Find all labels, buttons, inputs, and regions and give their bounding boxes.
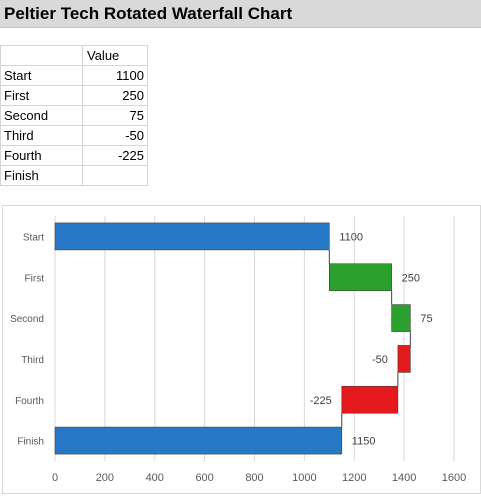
waterfall-bar xyxy=(54,426,343,455)
table-row: Start 1100 xyxy=(0,65,148,86)
y-category-label: Second xyxy=(10,314,44,325)
y-category-label: Finish xyxy=(17,437,44,448)
table-row-value[interactable]: 250 xyxy=(82,85,148,106)
waterfall-bar xyxy=(397,345,411,373)
table-header-value[interactable]: Value xyxy=(82,45,148,66)
table-row-value[interactable]: 1100 xyxy=(82,65,148,86)
table-header-row: Value xyxy=(0,45,148,66)
waterfall-bar xyxy=(341,385,399,414)
waterfall-bar xyxy=(329,263,392,292)
table-row: First 250 xyxy=(0,85,148,106)
data-label: 1100 xyxy=(339,231,363,243)
x-tick-label: 1400 xyxy=(392,472,416,484)
x-tick-label: 600 xyxy=(195,472,213,484)
y-category-label: First xyxy=(25,273,45,284)
x-tick-label: 200 xyxy=(96,472,114,484)
table-row-label[interactable]: Start xyxy=(0,65,83,86)
table-row-value[interactable] xyxy=(82,165,148,186)
table-row: Fourth -225 xyxy=(0,145,148,166)
chart-svg: 0 200 400 600 800 1000 1200 1400 1600 Start First S… xyxy=(10,216,466,484)
table-row: Finish xyxy=(0,165,148,186)
data-label: -50 xyxy=(372,354,388,366)
table-row-label[interactable]: Second xyxy=(0,105,83,126)
data-label: 1150 xyxy=(352,436,376,448)
table-row-label[interactable]: Fourth xyxy=(0,145,83,166)
data-label: 75 xyxy=(420,313,432,325)
x-tick-label: 1000 xyxy=(292,472,316,484)
table-row-label[interactable]: First xyxy=(0,85,83,106)
data-table: Value Start 1100 First 250 Second 75 Thi… xyxy=(0,45,148,186)
data-label: 250 xyxy=(402,272,420,284)
sheet-title: Peltier Tech Rotated Waterfall Chart xyxy=(4,4,293,23)
y-category-label: Start xyxy=(23,232,44,243)
waterfall-chart[interactable]: 0 200 400 600 800 1000 1200 1400 1600 Start First S… xyxy=(2,205,481,494)
data-label: -225 xyxy=(310,395,332,407)
sheet-title-bar: Peltier Tech Rotated Waterfall Chart xyxy=(0,0,481,28)
x-tick-label: 1200 xyxy=(342,472,366,484)
table-cell[interactable] xyxy=(0,45,83,66)
table-row-label[interactable]: Finish xyxy=(0,165,83,186)
table-row: Third -50 xyxy=(0,125,148,146)
waterfall-bar xyxy=(391,304,411,332)
table-row-label[interactable]: Third xyxy=(0,125,83,146)
waterfall-bar xyxy=(54,222,330,251)
x-tick-label: 800 xyxy=(245,472,263,484)
table-row-value[interactable]: -225 xyxy=(82,145,148,166)
x-tick-label: 0 xyxy=(52,472,58,484)
table-row-value[interactable]: -50 xyxy=(82,125,148,146)
x-tick-label: 400 xyxy=(146,472,164,484)
y-category-label: Fourth xyxy=(15,396,44,407)
x-tick-label: 1600 xyxy=(442,472,466,484)
table-row: Second 75 xyxy=(0,105,148,126)
y-category-label: Third xyxy=(21,355,44,366)
table-row-value[interactable]: 75 xyxy=(82,105,148,126)
